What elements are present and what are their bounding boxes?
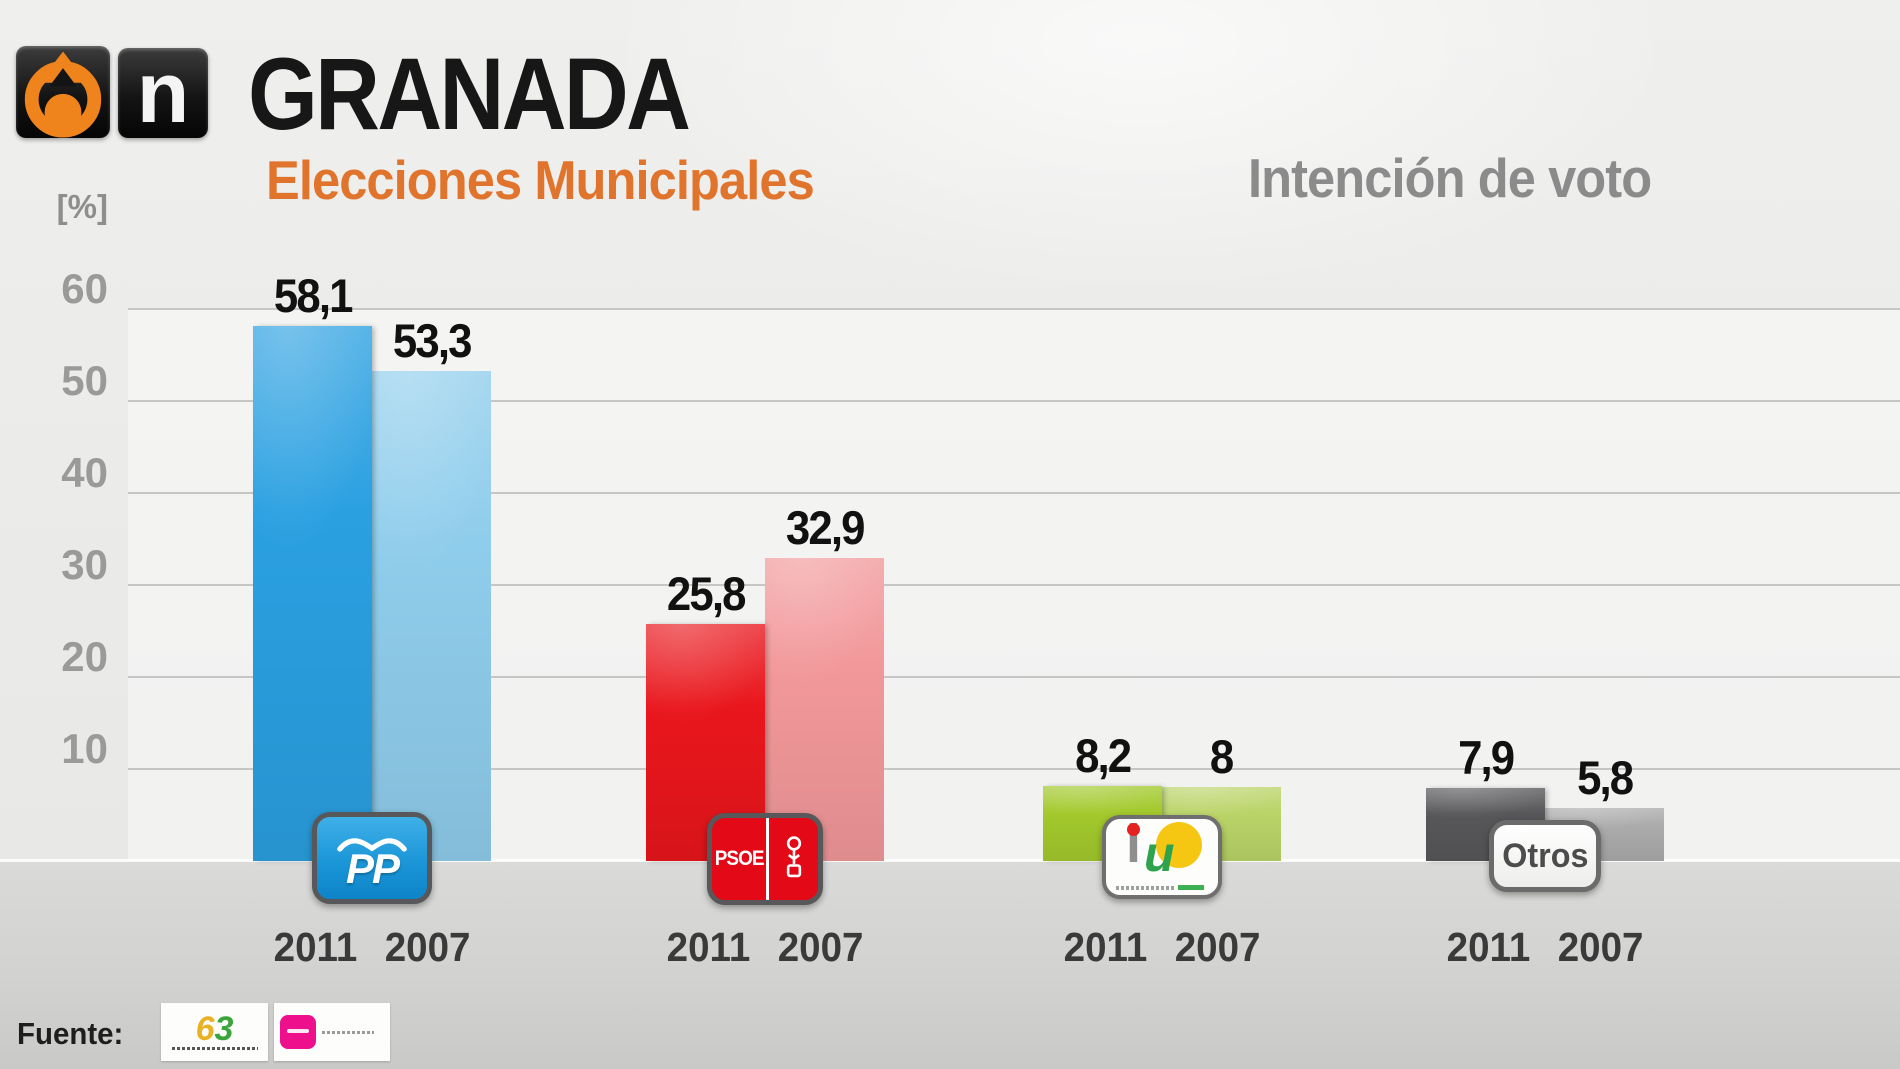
psoe-fist-rose-icon [786, 836, 801, 878]
page-title: GRANADA [248, 37, 691, 151]
pp-party-logo: PP [312, 812, 432, 904]
value-label-IU-2011: 8,2 [1074, 729, 1132, 782]
iu-party-logo: i u [1102, 815, 1222, 899]
y-tick-20: 20 [61, 633, 108, 680]
year-labels-PP: 2011 2007 [232, 924, 512, 971]
pp-seagull-icon [337, 838, 407, 852]
value-label-Otros-2007: 5,8 [1576, 751, 1634, 804]
iu-tagline-decoration [1116, 886, 1174, 890]
year-label-PP-2007: 2007 [384, 924, 471, 970]
y-tick-10: 10 [61, 725, 108, 772]
iu-logo-u: u [1144, 826, 1175, 882]
year-labels-IU: 2011 2007 [1022, 924, 1302, 971]
y-tick-50: 50 [61, 357, 108, 404]
gridline-50 [128, 400, 1900, 402]
value-label-Otros-2011: 7,9 [1457, 731, 1515, 784]
year-label-PP-2011: 2011 [273, 924, 358, 970]
page-subtitle: Elecciones Municipales [266, 149, 815, 211]
bar-PSOE-2007 [765, 558, 884, 861]
source-label: Fuente: [17, 1016, 124, 1051]
iu-sun-icon [1156, 822, 1202, 868]
x-axis-baseline [0, 859, 1900, 862]
value-label-PP-2007: 53,3 [392, 314, 473, 367]
year-label-Otros-2007: 2007 [1557, 924, 1644, 970]
y-tick-60: 60 [61, 265, 108, 312]
psoe-party-logo: PSOE [707, 813, 823, 905]
pp-logo-label: PP [345, 845, 400, 893]
otros-badge: Otros [1489, 820, 1601, 892]
year-label-Otros-2011: 2011 [1446, 924, 1531, 970]
gridline-10 [128, 768, 1900, 770]
gridline-30 [128, 584, 1900, 586]
source-logo-tns-demoscopia-icon [274, 1003, 390, 1061]
gridline-60 [128, 308, 1900, 310]
year-label-PSOE-2011: 2011 [666, 924, 751, 970]
gridline-20 [128, 676, 1900, 678]
year-labels-PSOE: 2011 2007 [625, 924, 905, 971]
iu-tagline-decoration-green [1178, 885, 1204, 890]
value-label-PSOE-2011: 25,8 [666, 567, 747, 620]
gridline-40 [128, 492, 1900, 494]
value-label-PP-2011: 58,1 [273, 269, 354, 322]
tns-text-decoration [322, 1030, 374, 1034]
tns-square-icon [280, 1015, 316, 1049]
y-tick-40: 40 [61, 449, 108, 496]
psoe-logo-label: PSOE [714, 847, 765, 870]
year-label-IU-2011: 2011 [1063, 924, 1148, 970]
value-label-IU-2007: 8 [1210, 730, 1234, 783]
year-label-IU-2007: 2007 [1174, 924, 1261, 970]
source-logo-tagline-decoration [171, 1046, 258, 1050]
source-logo-b3-icon: 63 [161, 1003, 268, 1061]
y-tick-30: 30 [61, 541, 108, 588]
year-label-PSOE-2007: 2007 [777, 924, 864, 970]
bar-PP-2011 [253, 326, 372, 861]
year-labels-Otros: 2011 2007 [1405, 924, 1685, 971]
iu-red-dot-icon [1127, 823, 1140, 836]
y-axis-unit-label: [%] [56, 188, 108, 225]
chart-kicker: Intención de voto [1248, 147, 1652, 209]
value-label-PSOE-2007: 32,9 [785, 501, 866, 554]
otros-label: Otros [1501, 836, 1589, 875]
noticias-n-icon: n [118, 48, 208, 138]
antena3-a-icon [24, 51, 102, 138]
bar-PP-2007 [372, 371, 491, 861]
antena3-logo-icon [16, 46, 110, 138]
